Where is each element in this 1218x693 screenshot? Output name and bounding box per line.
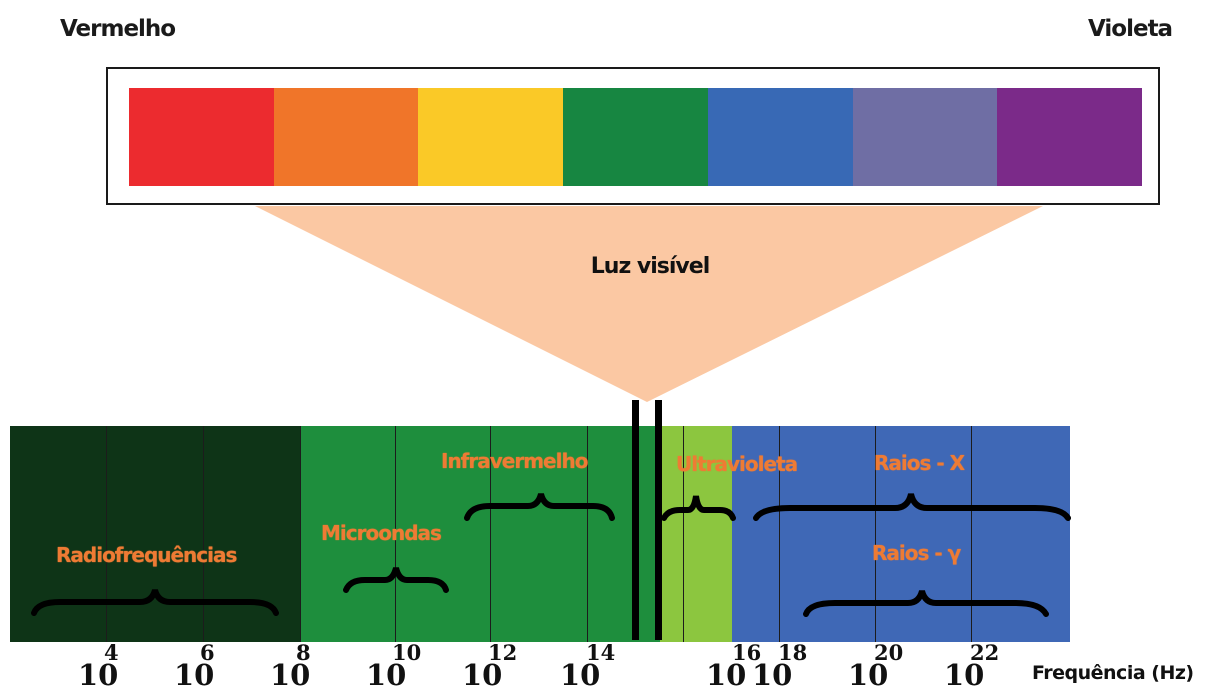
gamma-label: Raios - γ (872, 541, 961, 565)
gridline (490, 426, 491, 642)
color-band-green (563, 88, 708, 186)
gridline (683, 426, 684, 642)
radio-region (10, 426, 300, 642)
red-end-label: Vermelho (60, 16, 176, 42)
gridline (971, 426, 972, 642)
microwave-infrared-region (300, 426, 660, 642)
gridline (587, 426, 588, 642)
visible-marker-right (655, 400, 662, 640)
infrared-label: Infravermelho (441, 449, 588, 473)
ultraviolet-label: Ultravioleta (676, 452, 798, 476)
gridline (875, 426, 876, 642)
electromagnetic-spectrum-bar (10, 426, 1070, 642)
gamma-brace (803, 590, 1049, 617)
microwave-brace (343, 567, 449, 593)
violet-end-label: Violeta (1088, 16, 1173, 42)
radio-label: Radiofrequências (56, 543, 237, 567)
visible-color-bands (129, 88, 1143, 186)
gridline (395, 426, 396, 642)
color-band-blue (707, 88, 853, 186)
gridline (779, 426, 780, 642)
xray-label: Raios - X (874, 451, 965, 475)
ultraviolet-brace (661, 495, 736, 521)
frequency-axis-label: Frequência (Hz) (1032, 662, 1194, 684)
color-band-yellow (418, 88, 564, 186)
microwave-label: Microondas (321, 521, 442, 545)
color-band-orange (273, 88, 419, 186)
visible-light-zoom-triangle (255, 206, 1043, 402)
gridline (106, 426, 107, 642)
color-band-indigo (852, 88, 998, 186)
infrared-brace (464, 493, 615, 521)
visible-light-label: Luz visível (590, 254, 710, 279)
gridline (203, 426, 204, 642)
gridline (300, 426, 301, 642)
color-band-violet (997, 88, 1143, 186)
xray-brace (753, 493, 1071, 521)
ultraviolet-region (660, 426, 732, 642)
radio-brace (31, 589, 279, 616)
visible-marker-left (632, 400, 639, 640)
color-band-red (129, 88, 274, 186)
